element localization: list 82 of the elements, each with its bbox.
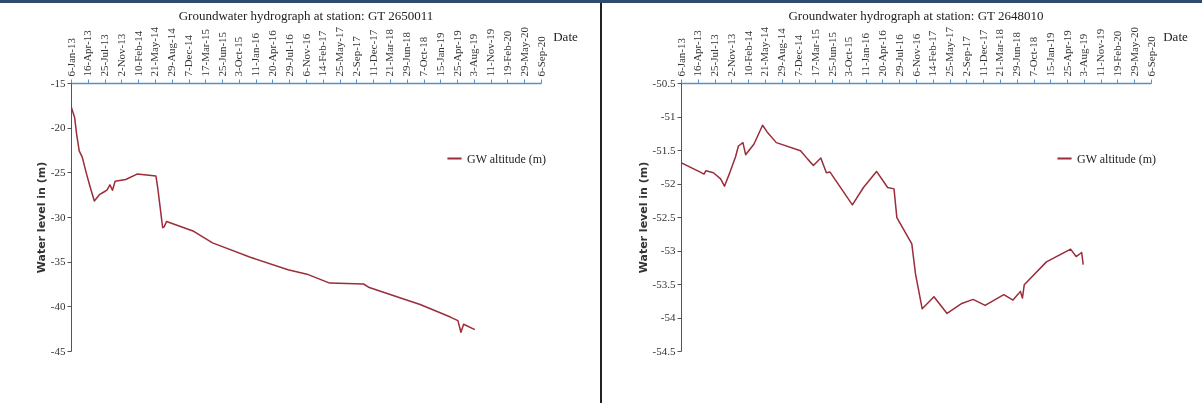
x-tick-label: 11-Dec-17 [366, 29, 379, 77]
y-tick-label: -30 [50, 210, 66, 223]
x-tick-label: 7-Oct-18 [1027, 36, 1039, 77]
x-tick-label: 11-Nov-19 [1094, 28, 1107, 77]
x-tick-label: 16-Apr-13 [81, 29, 94, 77]
x-tick-label: 25-Apr-19 [450, 29, 463, 77]
y-tick-label: -15 [50, 76, 66, 89]
x-tick-label: 7-Oct-18 [417, 36, 429, 77]
x-tick-label: 19-Feb-20 [500, 30, 513, 77]
x-tick-label: 29-May-20 [1127, 26, 1140, 77]
y-axis-title: Water level in (m) [636, 161, 650, 274]
y-tick-label: -20 [50, 121, 66, 134]
y-tick-label: -25 [50, 165, 66, 178]
x-tick-label: 3-Oct-15 [232, 36, 245, 77]
x-tick-label: 19-Feb-20 [1110, 30, 1123, 77]
x-tick-label: 16-Apr-13 [691, 29, 704, 77]
x-axis-title: Date [553, 28, 578, 44]
x-tick-label: 6-Sep-20 [1144, 35, 1157, 77]
x-tick-label: 6-Nov-16 [909, 33, 922, 77]
x-tick-label: 20-Apr-16 [265, 29, 278, 77]
x-axis-title: Date [1163, 28, 1188, 44]
x-tick-label: 20-Apr-16 [875, 29, 888, 77]
x-tick-label: 7-Dec-14 [182, 34, 194, 77]
x-tick-label: 15-Jan-19 [1043, 32, 1056, 77]
legend-label: GW altitude (m) [467, 151, 547, 166]
x-tick-label: 25-Jul-13 [708, 33, 721, 77]
y-tick-label: -54.5 [652, 344, 676, 357]
x-tick-label: 6-Jan-13 [64, 37, 77, 77]
x-tick-label: 25-Jun-15 [825, 31, 838, 77]
x-tick-label: 25-Jun-15 [215, 31, 228, 77]
x-tick-label: 25-Apr-19 [1060, 29, 1073, 77]
x-tick-label: 11-Jan-16 [859, 32, 872, 77]
y-tick-label: -52.5 [652, 210, 676, 223]
chart-title: Groundwater hydrograph at station: GT 2650011 [178, 7, 434, 23]
y-tick-label: -40 [50, 299, 66, 312]
x-tick-label: 2-Nov-13 [114, 33, 127, 77]
x-tick-label: 21-May-14 [758, 26, 771, 77]
x-tick-label: 2-Sep-17 [959, 35, 972, 77]
y-tick-label: -53.5 [652, 277, 676, 290]
x-tick-label: 7-Dec-14 [792, 34, 804, 77]
x-tick-label: 3-Oct-15 [842, 36, 855, 77]
y-axis-title: Water level in (m) [34, 161, 48, 274]
x-tick-label: 11-Nov-19 [484, 28, 497, 77]
chart-title: Groundwater hydrograph at station: GT 2648010 [788, 7, 1044, 23]
x-tick-label: 3-Aug-19 [467, 33, 480, 77]
x-tick-label: 6-Jan-13 [674, 37, 687, 77]
x-tick-label: 11-Dec-17 [976, 29, 989, 77]
x-tick-label: 2-Sep-17 [349, 35, 362, 77]
x-tick-label: 6-Sep-20 [534, 35, 547, 77]
y-tick-label: -51.5 [652, 143, 676, 156]
x-tick-label: 14-Feb-17 [316, 30, 329, 77]
x-tick-label: 21-Mar-18 [993, 28, 1006, 77]
x-tick-label: 21-May-14 [148, 26, 161, 77]
x-tick-label: 2-Nov-13 [724, 33, 737, 77]
x-tick-label: 29-Jul-16 [892, 33, 905, 77]
x-tick-label: 29-Aug-14 [775, 27, 788, 77]
y-tick-label: -52 [660, 177, 676, 189]
x-tick-label: 29-Jun-18 [400, 31, 413, 77]
y-tick-label: -35 [50, 255, 66, 268]
x-tick-label: 29-May-20 [517, 26, 530, 77]
x-tick-label: 29-Jul-16 [282, 33, 295, 77]
x-tick-label: 14-Feb-17 [926, 30, 939, 77]
x-tick-label: 29-Aug-14 [165, 27, 178, 77]
y-tick-label: -51 [660, 110, 676, 122]
y-tick-label: -53 [660, 244, 676, 256]
y-tick-label: -50.5 [652, 76, 676, 89]
x-tick-label: 29-Jun-18 [1010, 31, 1023, 77]
x-tick-label: 10-Feb-14 [741, 30, 754, 77]
x-tick-label: 21-Mar-18 [383, 28, 396, 77]
x-tick-label: 25-May-17 [943, 26, 956, 77]
x-tick-label: 10-Feb-14 [131, 30, 144, 77]
y-tick-label: -54 [660, 311, 676, 323]
x-tick-label: 25-Jul-13 [98, 33, 111, 77]
x-tick-label: 3-Aug-19 [1077, 33, 1090, 77]
x-tick-label: 15-Jan-19 [433, 32, 446, 77]
legend-label: GW altitude (m) [1077, 151, 1157, 166]
x-tick-label: 17-Mar-15 [808, 28, 821, 77]
x-tick-label: 17-Mar-15 [198, 28, 211, 77]
x-tick-label: 25-May-17 [333, 26, 346, 77]
x-tick-label: 6-Nov-16 [299, 33, 312, 77]
x-tick-label: 11-Jan-16 [249, 32, 262, 77]
y-tick-label: -45 [50, 344, 66, 357]
